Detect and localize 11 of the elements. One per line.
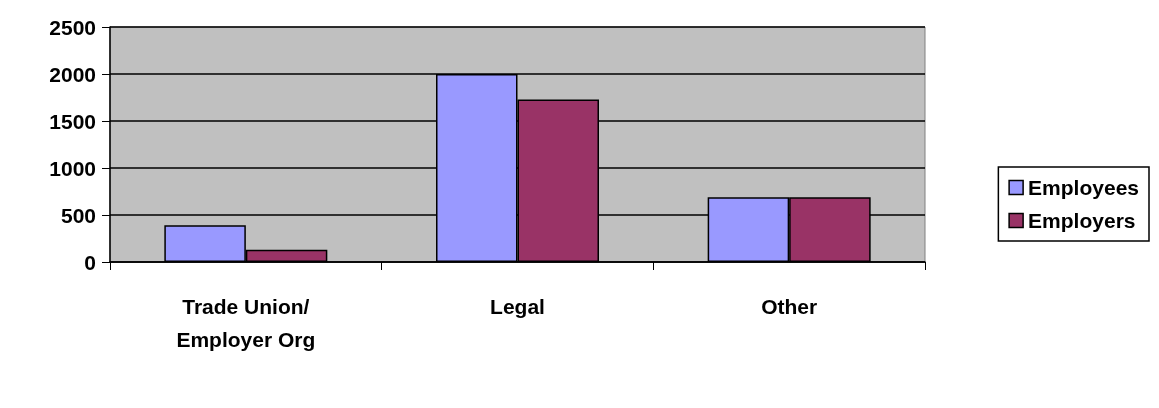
legend-label: Employees [1028, 176, 1139, 199]
legend-label: Employers [1028, 209, 1136, 232]
y-tick-label: 2000 [49, 62, 96, 86]
y-tick-label: 0 [84, 250, 96, 274]
y-tick-label: 2500 [49, 15, 96, 39]
x-tick-label: Trade Union/Employer Org [176, 295, 316, 351]
y-tick-label: 500 [60, 203, 96, 227]
y-tick-label: 1000 [49, 156, 96, 180]
y-tick-label: 1500 [49, 109, 96, 133]
x-tick-label: Other [761, 295, 818, 318]
x-tick-label: Legal [490, 295, 545, 318]
